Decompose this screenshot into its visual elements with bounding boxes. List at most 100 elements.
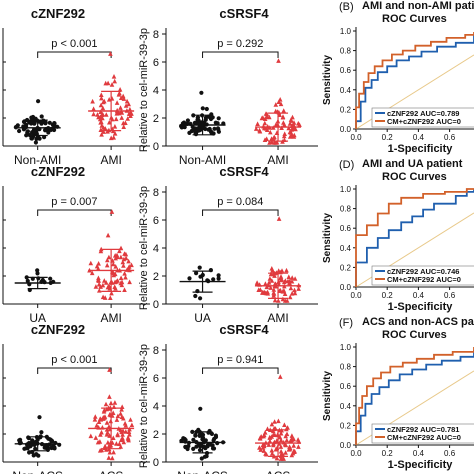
data-point	[99, 119, 104, 125]
data-point	[100, 115, 105, 121]
data-point	[88, 260, 94, 266]
y-tick-label: 0.4	[340, 402, 352, 411]
y-tick-label: 1.0	[340, 27, 352, 36]
data-point	[88, 433, 94, 439]
data-point	[29, 136, 34, 141]
data-point	[123, 103, 129, 108]
data-point	[116, 92, 122, 97]
data-point	[113, 264, 118, 269]
data-point	[49, 438, 54, 443]
data-point	[255, 121, 260, 126]
y-tick-label: 4	[153, 243, 159, 255]
data-point	[125, 116, 130, 121]
data-point	[264, 111, 270, 117]
chart-subtitle: ROC Curves	[382, 13, 447, 25]
data-point	[202, 454, 207, 459]
data-point	[276, 268, 281, 273]
data-point	[89, 270, 95, 276]
data-point	[34, 136, 39, 141]
legend-box	[371, 107, 474, 128]
data-point	[120, 432, 125, 437]
roc-curve-cznf292	[355, 189, 474, 287]
x-tick-label: Non-ACS	[177, 469, 228, 474]
data-point	[190, 128, 195, 133]
data-point	[93, 414, 98, 419]
data-point	[273, 102, 279, 107]
data-point	[261, 432, 267, 438]
y-tick-label: 2	[153, 271, 159, 283]
data-point	[119, 414, 125, 419]
data-point	[24, 442, 30, 447]
dot-plot-panel: cZNF292 UA AMI p = 0.007	[2, 164, 150, 325]
data-point	[288, 285, 294, 291]
data-point	[253, 126, 259, 131]
chart-subtitle: ROC Curves	[382, 329, 447, 341]
data-point	[114, 100, 120, 105]
significance-bracket	[202, 209, 279, 216]
data-point	[109, 290, 114, 296]
x-tick-label: 0.4	[413, 449, 425, 458]
data-point	[101, 99, 106, 105]
data-point	[297, 122, 302, 127]
data-point	[263, 281, 268, 286]
data-point	[293, 126, 298, 132]
x-axis-label: 1-Specificity	[388, 301, 454, 313]
data-point	[190, 429, 195, 434]
data-point	[117, 87, 123, 92]
data-point	[284, 267, 289, 273]
data-point	[37, 415, 42, 420]
x-tick-label: ACS	[266, 469, 291, 474]
data-point	[109, 82, 115, 87]
data-point	[99, 95, 104, 101]
data-point	[264, 114, 270, 120]
data-point	[264, 284, 270, 290]
chart-title: ACS and non-ACS pati	[362, 316, 474, 328]
roc-curve-cznf292	[355, 349, 474, 445]
data-point	[197, 265, 202, 270]
data-point	[193, 432, 198, 438]
data-point	[122, 251, 127, 256]
y-axis-label: Relative to cel-miR-39-3p	[138, 344, 150, 468]
data-point	[216, 276, 221, 281]
y-tick-label: 0.2	[340, 263, 352, 272]
significance-bracket	[202, 367, 279, 374]
y-axis-label: Relative to cel-miR-39-3p	[138, 28, 150, 152]
data-point	[275, 298, 281, 303]
data-point	[281, 288, 287, 293]
y-tick-label: 6	[153, 215, 159, 227]
data-point	[47, 120, 52, 125]
data-point	[112, 124, 118, 129]
y-axis-label: Sensitivity	[322, 213, 333, 263]
data-point	[126, 437, 131, 443]
data-point	[260, 442, 266, 448]
data-point	[104, 406, 109, 412]
data-point	[291, 120, 297, 125]
x-tick-label: UA	[194, 311, 211, 325]
data-point	[32, 128, 37, 134]
data-point	[113, 116, 119, 122]
x-tick-label: Non-AMI	[14, 153, 61, 167]
legend-label: CM+cZNF292 AUC=0	[387, 117, 461, 126]
data-point	[181, 436, 186, 441]
data-point	[199, 456, 204, 461]
x-tick-label: UA	[29, 311, 46, 325]
data-point	[266, 442, 272, 447]
data-point	[210, 115, 215, 120]
data-point	[286, 447, 292, 452]
data-point	[262, 120, 268, 126]
data-point	[287, 129, 293, 135]
data-point	[105, 257, 110, 263]
data-point	[187, 130, 192, 135]
data-point	[208, 442, 213, 447]
data-point	[296, 286, 301, 291]
x-tick-label: Non-ACS	[12, 469, 63, 474]
panel-label: (D)	[339, 159, 354, 171]
data-point	[289, 132, 295, 138]
data-point	[39, 120, 44, 125]
x-tick-label: AMI	[100, 153, 121, 167]
data-point	[118, 254, 124, 260]
data-point	[216, 273, 221, 278]
chart-subtitle: ROC Curves	[382, 171, 447, 183]
data-point	[101, 414, 106, 420]
data-point	[119, 110, 125, 115]
